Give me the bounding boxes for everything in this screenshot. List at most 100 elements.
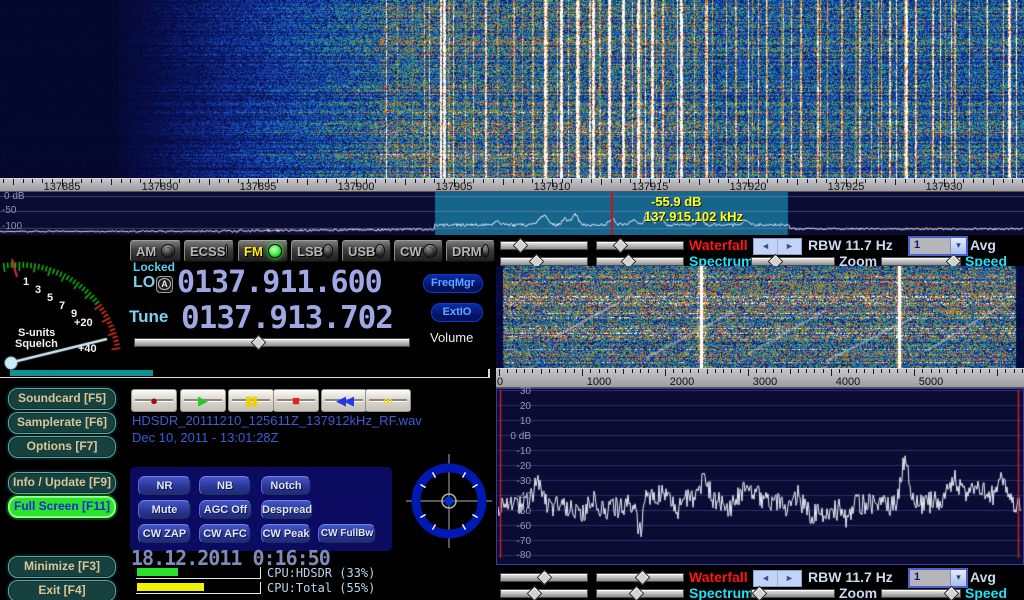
waterfall-contrast-slider[interactable] (596, 569, 684, 586)
cw-peak-button[interactable]: CW Peak (261, 524, 311, 544)
spectrum-ref-slider[interactable] (500, 253, 588, 270)
avg-label: Avg (970, 237, 996, 253)
nb-button[interactable]: NB (199, 476, 251, 496)
audio-frequency-scale[interactable]: 0 1000 2000 3000 4000 5000 (496, 368, 1024, 388)
cpu-total-bar-fill (137, 583, 204, 591)
waterfall-brightness-slider[interactable] (500, 237, 588, 254)
audio-waterfall-display[interactable] (496, 266, 1024, 368)
options-button[interactable]: Options [F7] (8, 436, 116, 458)
loop-button[interactable]: ∞ (365, 389, 411, 412)
rf-waterfall-display[interactable] (0, 0, 1024, 178)
freqmgr-button[interactable]: FreqMgr (423, 274, 483, 293)
s-meter[interactable]: 1 3 5 7 9 +20 +40 S-units Squelch (2, 240, 126, 370)
waterfall-contrast-slider[interactable] (596, 237, 684, 254)
avg-dropdown[interactable]: 1 ▾ (908, 236, 968, 256)
rewind-button[interactable]: ◀◀ (321, 389, 367, 412)
fullscreen-button[interactable]: Full Screen [F11] (8, 496, 116, 518)
waterfall-label[interactable]: Waterfall (689, 569, 748, 585)
mode-button-cw[interactable]: CW (394, 240, 443, 262)
agc-button[interactable]: AGC Off (199, 500, 252, 520)
s-meter-gauge[interactable] (2, 240, 126, 370)
mode-button-am[interactable]: AM (130, 240, 181, 262)
record-button[interactable]: ● (131, 389, 177, 412)
zoom-slider[interactable] (751, 585, 835, 600)
mode-button-lsb[interactable]: LSB (291, 240, 339, 262)
cpu-hdsdr-bar (136, 567, 261, 579)
rf-frequency-scale[interactable]: 137885 137890 137895 137900 137905 13791… (0, 178, 1024, 193)
soundcard-button[interactable]: Soundcard [F5] (8, 388, 116, 410)
mode-button-ecss[interactable]: ECSS (184, 240, 234, 262)
rbw-spinner[interactable]: ◄ ► (753, 238, 802, 255)
cw-zap-button[interactable]: CW ZAP (138, 524, 191, 544)
spin-right-icon[interactable]: ► (777, 239, 801, 254)
mode-button-usb[interactable]: USB (342, 240, 391, 262)
play-button[interactable]: ▶ (180, 389, 226, 412)
stop-button[interactable]: ■ (273, 389, 319, 412)
slider-thumb[interactable] (536, 569, 553, 586)
slider-thumb[interactable] (628, 585, 645, 600)
cw-fullbw-button[interactable]: CW FullBw (318, 524, 376, 544)
slider-thumb[interactable] (526, 585, 543, 600)
dropdown-arrow-icon[interactable]: ▾ (950, 238, 966, 254)
speed-slider[interactable] (881, 585, 961, 600)
despread-button[interactable]: Despread (261, 500, 313, 520)
rbw-spinner[interactable]: ◄ ► (753, 570, 802, 587)
spin-right-icon[interactable]: ► (777, 571, 801, 586)
nr-button[interactable]: NR (138, 476, 191, 496)
rbw-label: RBW 11.7 Hz (808, 237, 893, 253)
squelch-level-bar[interactable] (10, 370, 153, 376)
slider-thumb[interactable] (612, 237, 629, 254)
exit-button[interactable]: Exit [F4] (8, 580, 116, 600)
mode-led-icon (161, 244, 175, 258)
mode-button-drm[interactable]: DRM (446, 240, 495, 262)
audio-db-label: -40 (516, 491, 531, 502)
freq-label: 137885 (43, 181, 81, 193)
rf-spectrum-display[interactable] (0, 192, 1024, 235)
notch-button[interactable]: Notch (261, 476, 311, 496)
freq-label: 137900 (337, 181, 375, 193)
audio-spectrum-display[interactable] (498, 390, 1022, 563)
cpu-total-bar (136, 582, 261, 594)
lo-auto-badge-icon[interactable]: A (156, 276, 173, 293)
audio-spectrum-panel[interactable]: 30 20 10 0 dB -10 -20 -30 -40 -50 -60 -7… (496, 386, 1024, 565)
db-axis-label: -50 (2, 205, 17, 216)
slider-thumb[interactable] (943, 585, 960, 600)
spectrum-ref-slider[interactable] (500, 585, 588, 600)
spectrum-range-slider[interactable] (596, 585, 684, 600)
speed-slider[interactable] (881, 253, 962, 270)
dropdown-arrow-icon[interactable]: ▾ (950, 570, 966, 586)
cursor-frequency-readout: 137.915.102 kHz (644, 209, 744, 224)
tune-frequency-display[interactable]: 0137.913.702 (181, 300, 394, 336)
mode-button-fm[interactable]: FM (238, 240, 288, 262)
spectrum-label[interactable]: Spectrum (689, 585, 754, 600)
zoom-slider[interactable] (751, 253, 835, 270)
spin-left-icon[interactable]: ◄ (761, 573, 770, 583)
info-update-button[interactable]: Info / Update [F9] (8, 472, 116, 494)
slider-thumb[interactable] (634, 569, 651, 586)
samplerate-button[interactable]: Samplerate [F6] (8, 412, 116, 434)
waterfall-brightness-slider[interactable] (500, 569, 588, 586)
spin-left-icon[interactable]: ◄ (761, 241, 770, 251)
volume-slider[interactable] (134, 334, 410, 351)
waterfall-label[interactable]: Waterfall (689, 237, 748, 253)
slider-thumb[interactable] (512, 237, 529, 254)
db-axis-label: 0 dB (4, 191, 25, 202)
mode-label: DRM (452, 243, 482, 259)
stop-icon: ■ (292, 393, 300, 408)
freq-label: 137915 (631, 181, 669, 193)
audio-display-controls-top-1: Waterfall ◄ ► RBW 11.7 Hz 1 ▾ Avg (496, 236, 1024, 256)
pause-button[interactable]: ▮▮ (228, 389, 274, 412)
zoom-label: Zoom (839, 585, 878, 600)
freq-label: 137890 (141, 181, 179, 193)
smeter-tick-label: 1 (23, 276, 30, 288)
minimize-button[interactable]: Minimize [F3] (8, 556, 116, 578)
extio-button[interactable]: ExtIO (431, 303, 483, 322)
cw-afc-button[interactable]: CW AFC (199, 524, 251, 544)
slider-thumb[interactable] (250, 334, 267, 351)
slider-thumb[interactable] (751, 585, 768, 600)
spectrum-label[interactable]: Spectrum (689, 253, 754, 269)
lo-frequency-display[interactable]: 0137.911.600 (177, 265, 383, 300)
avg-dropdown[interactable]: 1 ▾ (908, 568, 968, 588)
mute-button[interactable]: Mute (138, 500, 191, 520)
spectrum-range-slider[interactable] (596, 253, 684, 270)
